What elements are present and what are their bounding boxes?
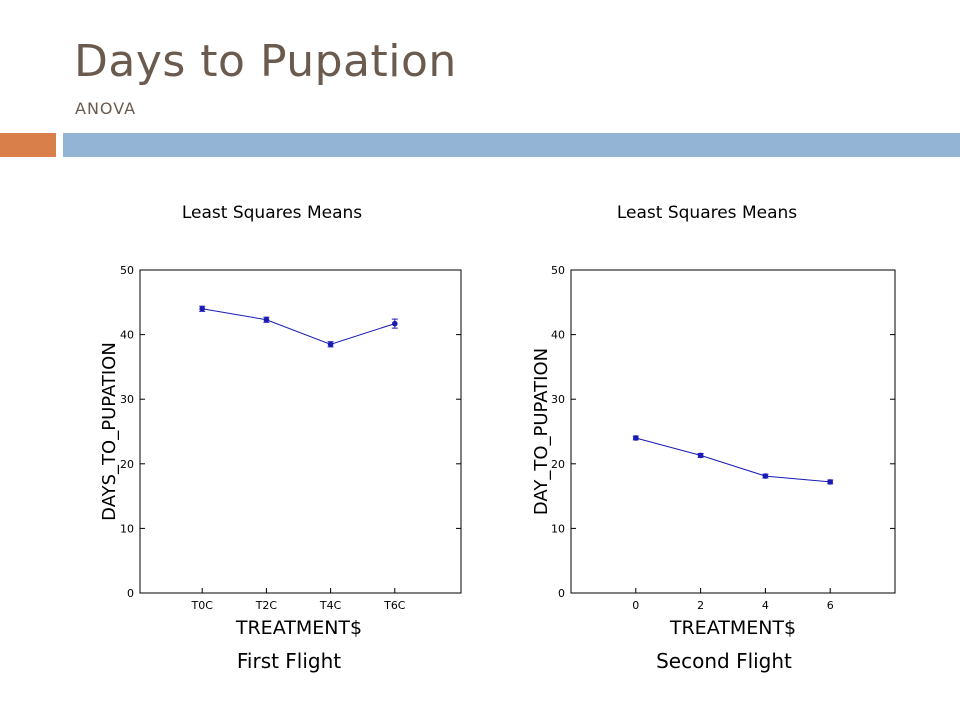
slide-title: Days to Pupation	[74, 36, 457, 87]
chart2-ytick-label: 0	[558, 587, 565, 600]
chart2-point	[697, 452, 704, 459]
chart1-title: Least Squares Means	[182, 203, 362, 223]
accent-bar-orange	[0, 133, 56, 157]
chart1-ytick-label: 50	[120, 264, 134, 277]
chart2-point	[827, 479, 833, 485]
chart2-xtick-label: 4	[762, 599, 769, 612]
chart1-xlabel: TREATMENT$	[235, 617, 362, 639]
chart1-ytick-label: 30	[120, 393, 134, 406]
chart1-ytick-label: 40	[120, 329, 134, 342]
chart2-ylabel: DAY_TO_PUPATION	[531, 348, 552, 515]
chart2-title: Least Squares Means	[617, 203, 797, 223]
caption-first-flight: First Flight	[236, 649, 342, 673]
chart2-ytick-label: 40	[551, 329, 565, 342]
chart2-xlabel: TREATMENT$	[669, 617, 796, 639]
chart1-xtick-label: T6C	[383, 599, 406, 612]
chart1-series-line	[202, 308, 395, 345]
chart2-ytick-label: 50	[551, 264, 565, 277]
chart2-ytick-label: 20	[551, 458, 565, 471]
chart1-ylabel: DAYS_TO_PUPATION	[99, 342, 120, 521]
chart2-xtick-label: 2	[697, 599, 704, 612]
chart1-point	[392, 320, 398, 327]
chart2-ytick-label: 30	[551, 393, 565, 406]
chart2-point	[762, 473, 769, 479]
chart1-ytick-label: 20	[120, 458, 134, 471]
chart1-xtick-label: T4C	[319, 599, 342, 612]
chart2-xtick-label: 6	[827, 599, 834, 612]
chart1-ytick-label: 10	[120, 522, 134, 535]
chart1-xtick-label: T2C	[255, 599, 278, 612]
chart1-point	[199, 305, 205, 312]
chart2-point	[633, 435, 639, 441]
chart2-frame	[570, 269, 896, 594]
slide-subtitle: ANOVA	[75, 99, 137, 118]
chart1-frame	[139, 269, 462, 594]
chart1-ytick-label: 0	[127, 587, 134, 600]
caption-second-flight: Second Flight	[656, 649, 792, 673]
chart2-xtick-label: 0	[632, 599, 639, 612]
accent-bar-blue	[63, 133, 960, 157]
chart1-point	[263, 316, 270, 323]
chart1-xtick-label: T0C	[190, 599, 213, 612]
chart2-series-line	[635, 437, 831, 483]
chart1-point	[327, 341, 334, 348]
chart2-ytick-label: 10	[551, 522, 565, 535]
